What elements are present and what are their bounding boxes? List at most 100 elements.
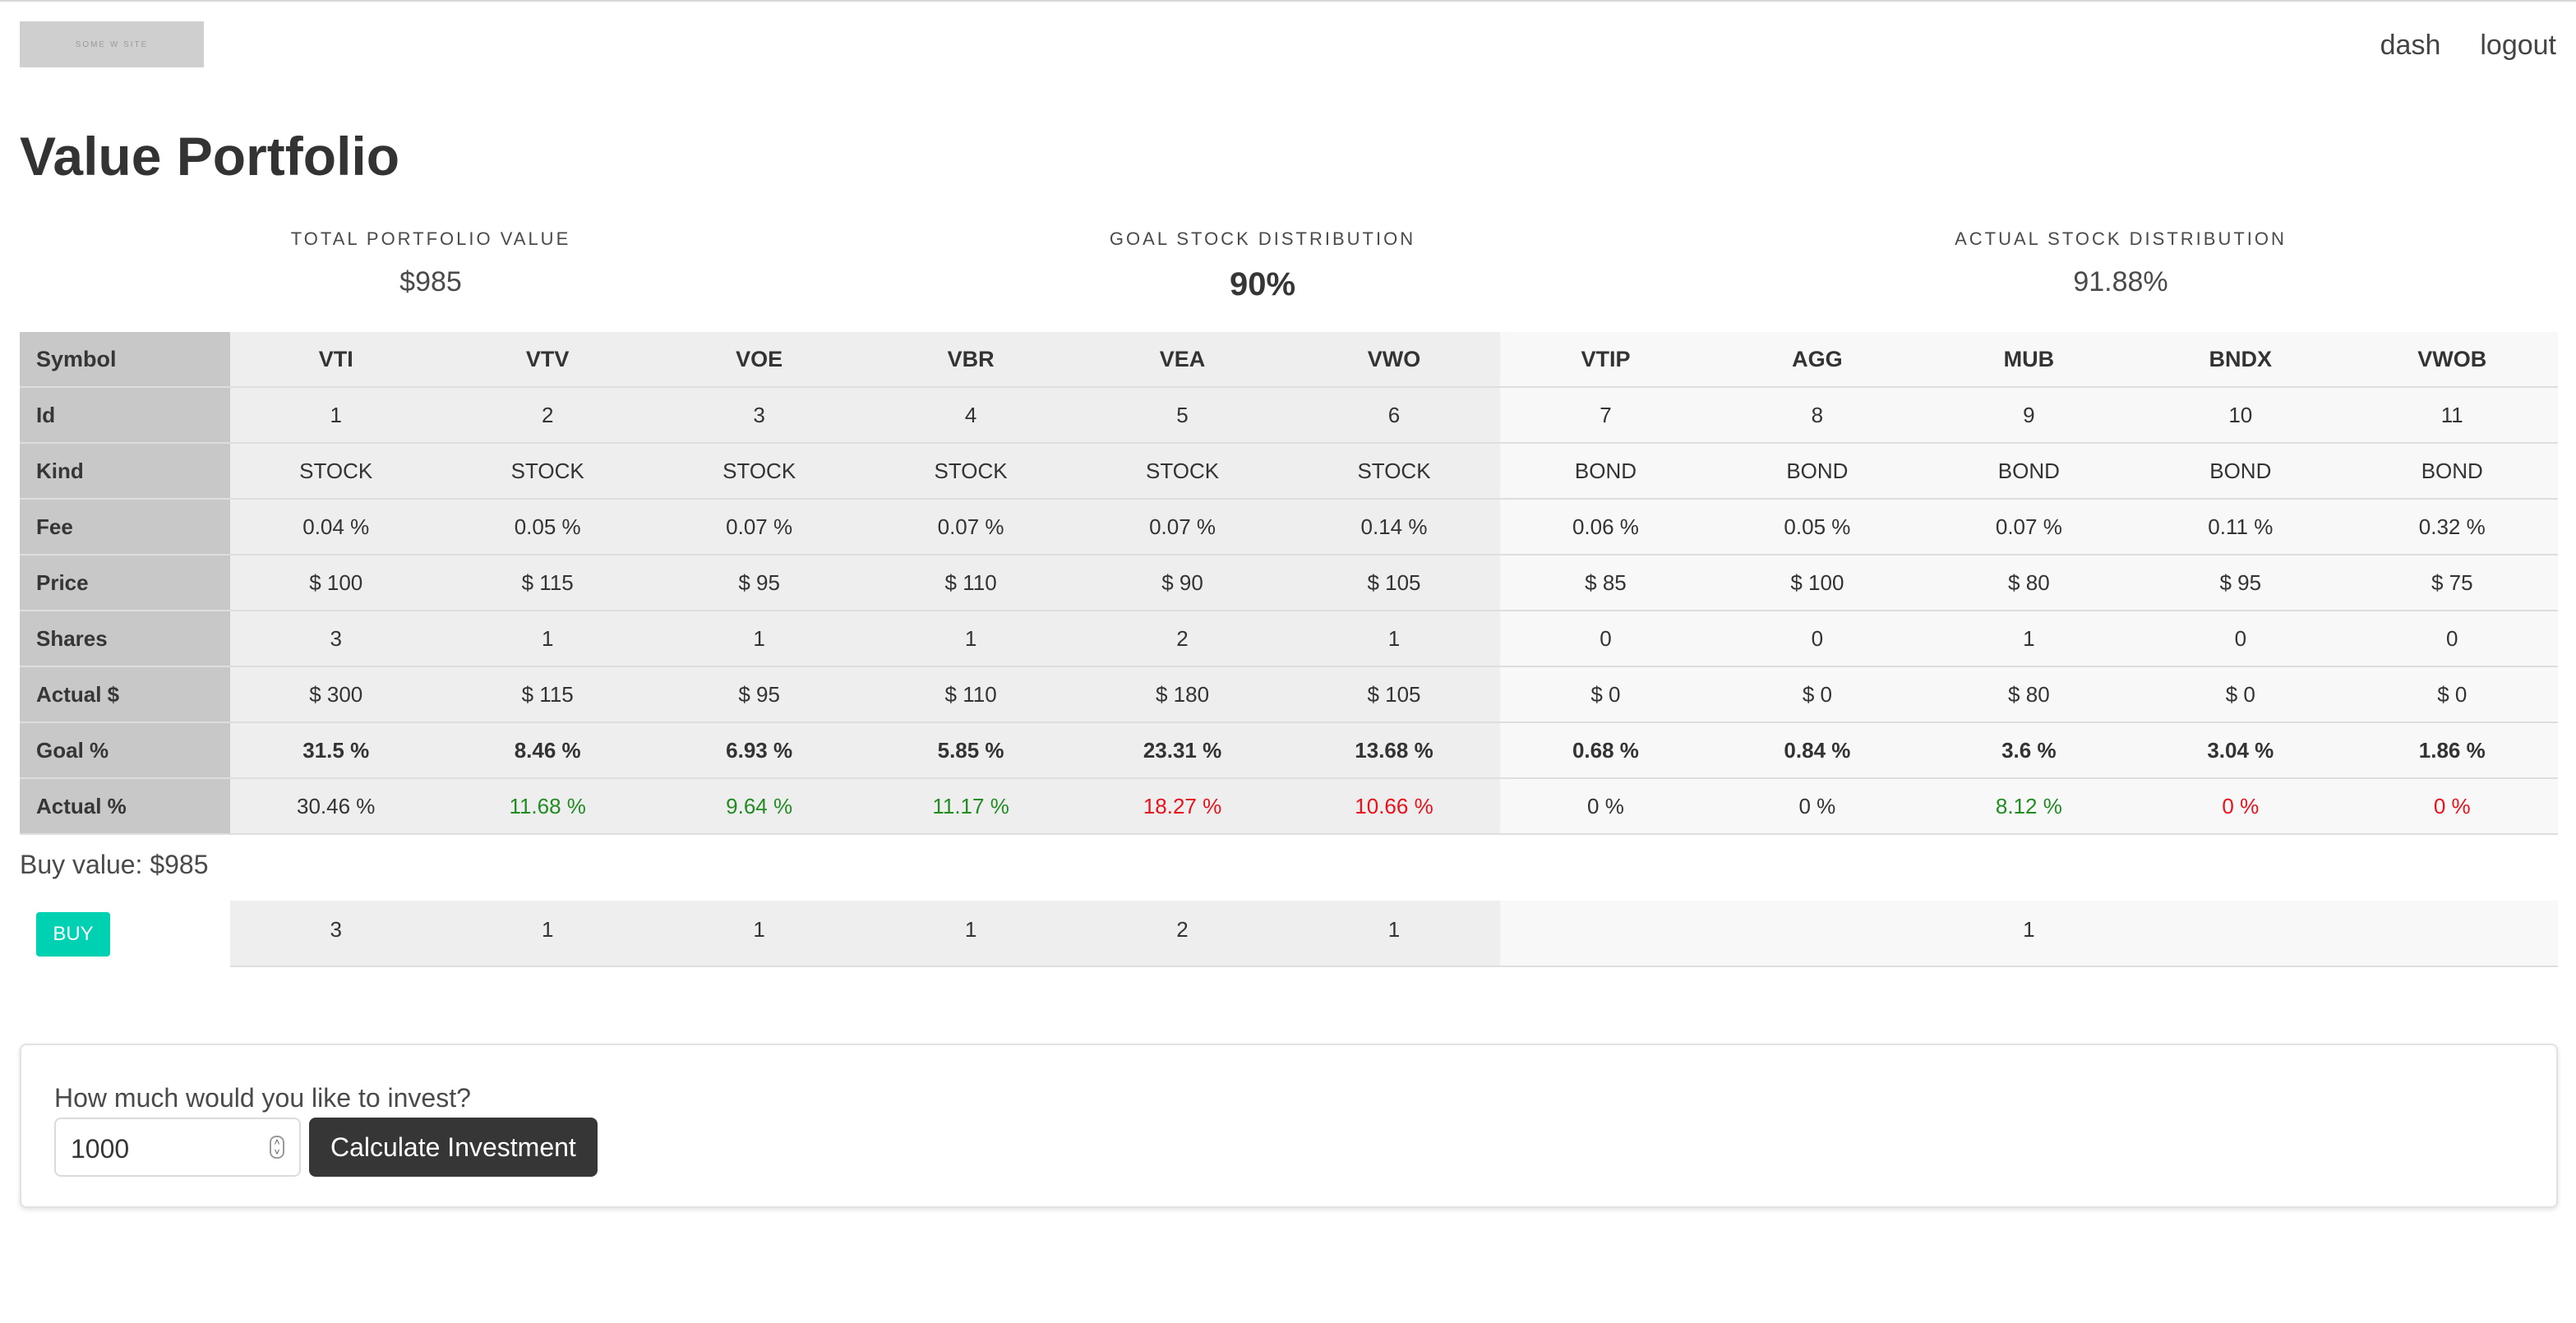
row-label-actual-value: Actual $: [20, 666, 230, 723]
shares-cell: 0: [1711, 611, 1923, 667]
table-row-price: Price $ 100 $ 115 $ 95 $ 110 $ 90 $ 105 …: [20, 555, 2558, 611]
row-label-goal-pct: Goal %: [20, 722, 230, 779]
goal-pct-cell: 1.86 %: [2346, 722, 2558, 779]
invest-amount-field[interactable]: ˄˅: [54, 1118, 301, 1178]
id-cell: 1: [230, 387, 442, 444]
stat-goal-stock-distribution: GOAL STOCK DISTRIBUTION 90%: [934, 228, 1591, 303]
row-label-actual-pct: Actual %: [20, 778, 230, 835]
id-cell: 6: [1288, 387, 1500, 444]
id-cell: 7: [1499, 387, 1712, 444]
actual-pct-cell: 18.27 %: [1076, 778, 1289, 835]
invest-question-label: How much would you like to invest?: [54, 1083, 471, 1113]
symbol-cell: VTV: [441, 332, 653, 388]
actual-pct-cell: 0 %: [1499, 778, 1712, 835]
buy-quantity-cell: 1: [1288, 901, 1500, 967]
row-label-id: Id: [20, 387, 230, 444]
kind-cell: BOND: [1923, 443, 2135, 500]
fee-cell: 0.06 %: [1499, 499, 1712, 555]
shares-cell: 0: [2135, 611, 2347, 667]
actual-value-cell: $ 0: [1711, 666, 1923, 723]
fee-cell: 0.04 %: [230, 499, 442, 555]
price-cell: $ 95: [2135, 555, 2347, 611]
invest-amount-input[interactable]: [56, 1119, 271, 1178]
buy-quantity-cell: [1711, 901, 1923, 967]
calculate-investment-button[interactable]: Calculate Investment: [309, 1118, 598, 1177]
price-cell: $ 110: [865, 555, 1077, 611]
table-row-id: Id 1 2 3 4 5 6 7 8 9 10 11: [20, 387, 2558, 444]
shares-cell: 1: [865, 611, 1077, 667]
stat-actual-stock-distribution: ACTUAL STOCK DISTRIBUTION 91.88%: [1792, 228, 2449, 298]
table-row-goal-pct: Goal % 31.5 % 8.46 % 6.93 % 5.85 % 23.31…: [20, 722, 2558, 779]
actual-value-cell: $ 180: [1076, 666, 1289, 723]
buy-quantity-cell: 2: [1076, 901, 1289, 967]
kind-cell: BOND: [1499, 443, 1712, 500]
id-cell: 9: [1923, 387, 2135, 444]
id-cell: 11: [2346, 387, 2558, 444]
symbol-cell: VBR: [865, 332, 1077, 388]
actual-value-cell: $ 300: [230, 666, 442, 723]
id-cell: 4: [865, 387, 1077, 444]
fee-cell: 0.07 %: [1923, 499, 2135, 555]
stat-label: GOAL STOCK DISTRIBUTION: [1109, 228, 1416, 249]
symbol-cell: VOE: [653, 332, 866, 388]
kind-cell: STOCK: [441, 443, 653, 500]
shares-cell: 1: [441, 611, 653, 667]
actual-value-cell: $ 105: [1288, 666, 1500, 723]
id-cell: 3: [653, 387, 866, 444]
table-row-fee: Fee 0.04 % 0.05 % 0.07 % 0.07 % 0.07 % 0…: [20, 499, 2558, 555]
buy-quantity-cell: 1: [1923, 901, 2135, 967]
buy-quantity-cell: [1499, 901, 1712, 967]
fee-cell: 0.05 %: [441, 499, 653, 555]
kind-cell: BOND: [1711, 443, 1923, 500]
table-row-shares: Shares 3 1 1 1 2 1 0 0 1 0 0: [20, 611, 2558, 667]
fee-cell: 0.05 %: [1711, 499, 1923, 555]
buy-button[interactable]: BUY: [36, 912, 110, 957]
fee-cell: 0.32 %: [2346, 499, 2558, 555]
symbol-cell: VWOB: [2346, 332, 2558, 388]
price-cell: $ 75: [2346, 555, 2558, 611]
price-cell: $ 95: [653, 555, 866, 611]
fee-cell: 0.14 %: [1288, 499, 1500, 555]
goal-pct-cell: 3.04 %: [2135, 722, 2347, 779]
buy-quantity-cell: [2346, 901, 2558, 967]
table-row: 3 1 1 1 2 1 1: [230, 901, 2558, 967]
shares-cell: 1: [1288, 611, 1500, 667]
table-row-actual-value: Actual $ $ 300 $ 115 $ 95 $ 110 $ 180 $ …: [20, 666, 2558, 723]
actual-pct-cell: 11.17 %: [865, 778, 1077, 835]
stat-value: 90%: [1229, 266, 1296, 302]
row-label-kind: Kind: [20, 443, 230, 500]
goal-pct-cell: 8.46 %: [441, 722, 653, 779]
goal-pct-cell: 5.85 %: [865, 722, 1077, 779]
nav-link-logout[interactable]: logout: [2480, 30, 2556, 61]
shares-cell: 1: [653, 611, 866, 667]
shares-cell: 0: [2346, 611, 2558, 667]
row-label-price: Price: [20, 555, 230, 611]
stat-total-portfolio-value: TOTAL PORTFOLIO VALUE $985: [102, 228, 759, 298]
fee-cell: 0.07 %: [1076, 499, 1289, 555]
navbar: SOME W SITE dash logout: [0, 2, 2576, 87]
goal-pct-cell: 0.84 %: [1711, 722, 1923, 779]
stat-label: ACTUAL STOCK DISTRIBUTION: [1955, 228, 2287, 249]
goal-pct-cell: 3.6 %: [1923, 722, 2135, 779]
number-stepper-icon[interactable]: ˄ ˅: [270, 1136, 284, 1159]
kind-cell: STOCK: [865, 443, 1077, 500]
shares-cell: 0: [1499, 611, 1712, 667]
buy-quantity-cell: 1: [441, 901, 653, 967]
shares-cell: 2: [1076, 611, 1289, 667]
buy-quantity-cell: 1: [865, 901, 1077, 967]
actual-pct-cell: 10.66 %: [1288, 778, 1500, 835]
fee-cell: 0.07 %: [653, 499, 866, 555]
goal-pct-cell: 13.68 %: [1288, 722, 1500, 779]
site-logo[interactable]: SOME W SITE: [20, 21, 204, 67]
shares-cell: 1: [1923, 611, 2135, 667]
shares-cell: 3: [230, 611, 442, 667]
nav-link-dash[interactable]: dash: [2380, 30, 2441, 61]
actual-pct-cell: 0 %: [1711, 778, 1923, 835]
actual-pct-cell: 0 %: [2346, 778, 2558, 835]
symbol-cell: AGG: [1711, 332, 1923, 388]
goal-pct-cell: 0.68 %: [1499, 722, 1712, 779]
kind-cell: BOND: [2346, 443, 2558, 500]
id-cell: 5: [1076, 387, 1289, 444]
actual-value-cell: $ 110: [865, 666, 1077, 723]
kind-cell: STOCK: [1076, 443, 1289, 500]
